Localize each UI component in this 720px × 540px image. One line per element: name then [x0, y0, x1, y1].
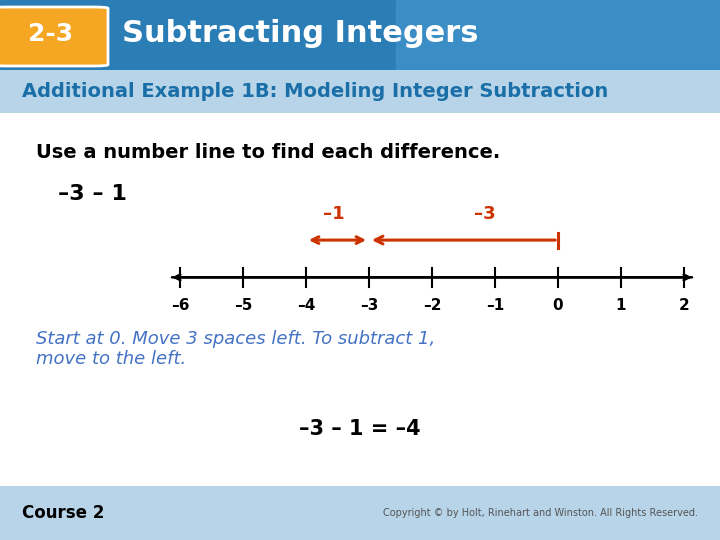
- Text: Subtracting Integers: Subtracting Integers: [122, 19, 479, 48]
- Text: –3: –3: [474, 205, 496, 224]
- Text: –3 – 1 = –4: –3 – 1 = –4: [300, 419, 420, 439]
- Bar: [396, 0, 720, 70]
- Text: –1: –1: [323, 205, 345, 224]
- Text: –3 – 1: –3 – 1: [58, 184, 127, 204]
- Text: Copyright © by Holt, Rinehart and Winston. All Rights Reserved.: Copyright © by Holt, Rinehart and Winsto…: [383, 508, 698, 518]
- Text: Use a number line to find each difference.: Use a number line to find each differenc…: [36, 143, 500, 162]
- Text: Additional Example 1B: Modeling Integer Subtraction: Additional Example 1B: Modeling Integer …: [22, 82, 608, 102]
- Text: 1: 1: [616, 298, 626, 313]
- Text: Course 2: Course 2: [22, 504, 104, 522]
- Text: –6: –6: [171, 298, 189, 313]
- Text: –2: –2: [423, 298, 441, 313]
- Text: –5: –5: [234, 298, 252, 313]
- Text: 2-3: 2-3: [28, 22, 73, 46]
- FancyBboxPatch shape: [0, 7, 108, 66]
- Text: –3: –3: [360, 298, 378, 313]
- Text: 2: 2: [679, 298, 689, 313]
- Text: –1: –1: [486, 298, 504, 313]
- Text: 0: 0: [553, 298, 563, 313]
- Text: –4: –4: [297, 298, 315, 313]
- Text: Start at 0. Move 3 spaces left. To subtract 1,
move to the left.: Start at 0. Move 3 spaces left. To subtr…: [36, 329, 436, 368]
